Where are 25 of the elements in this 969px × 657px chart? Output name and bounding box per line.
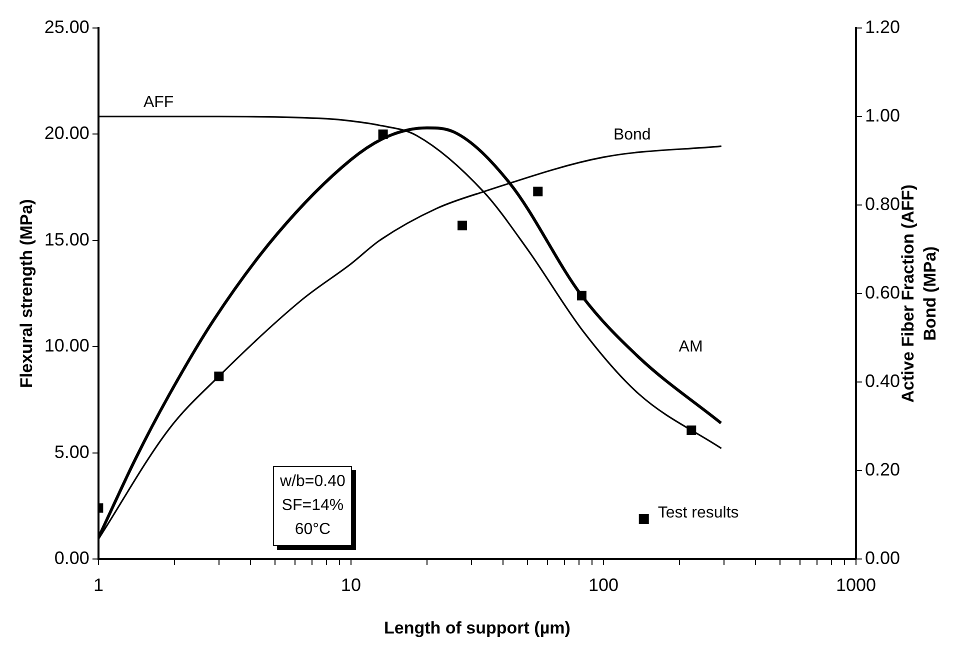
y-tick-label: 25.00: [44, 16, 90, 37]
y2-tick-label: 0.60: [864, 282, 900, 302]
y2-tick-label: 1.20: [864, 16, 900, 37]
legend-label: Test results: [658, 504, 739, 522]
annotation: w/b=0.40 SF=14% 60°C: [273, 466, 352, 546]
y2-tick-label: 0.00: [864, 548, 900, 568]
y2-tick-label: 0.20: [864, 459, 900, 480]
y-tick-label: 0.00: [54, 548, 90, 568]
x-tick-label: 1: [93, 574, 104, 595]
x-tick-label: 100: [588, 574, 618, 595]
y2-tick-label: 1.00: [864, 105, 900, 126]
x-tick-label: 10: [340, 574, 361, 595]
y-tick-label: 15.00: [44, 229, 90, 250]
x-axis-title: Length of support (µm): [384, 618, 570, 638]
y-tick-label: 5.00: [54, 442, 90, 462]
y2-tick-label: 0.40: [864, 370, 900, 391]
series-label: Bond: [613, 126, 651, 144]
y-axis-title: Flexural strength (MPa): [16, 199, 36, 388]
y-tick-label: 20.00: [44, 123, 90, 144]
series-label: AM: [678, 338, 703, 356]
series-label: AFF: [143, 94, 174, 111]
y2-axis-title: Active Fiber Fraction (AFF) Bond (MPa): [898, 184, 940, 403]
y2-tick-label: 0.80: [864, 194, 900, 214]
x-tick-label: 1000: [836, 574, 876, 595]
y-tick-label: 10.00: [44, 336, 90, 356]
